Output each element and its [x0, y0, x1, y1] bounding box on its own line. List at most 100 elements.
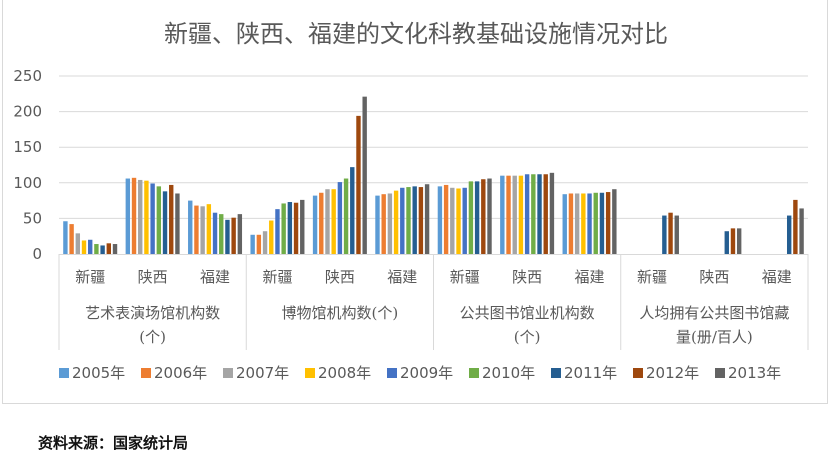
bars — [63, 96, 804, 254]
legend-swatch — [715, 368, 725, 378]
legend-swatch — [141, 368, 151, 378]
source-note: 资料来源：国家统计局 — [38, 434, 189, 452]
bar-2010年-新疆 — [468, 181, 474, 254]
bar-2011年-新疆 — [474, 181, 480, 254]
bar-2005年-陕西 — [125, 178, 131, 254]
bar-2007年-陕西 — [138, 179, 143, 254]
legend-item: 2012年 — [633, 364, 699, 382]
legend-label: 2007年 — [236, 364, 289, 382]
x-category-label: 陕西 — [699, 268, 729, 286]
bar-2010年-陕西 — [531, 174, 536, 254]
bar-2007年-陕西 — [512, 175, 517, 254]
legend-swatch — [59, 368, 69, 378]
legend-swatch — [387, 368, 397, 378]
bar-2011年-福建 — [786, 215, 792, 254]
bar-chart: 新疆、陕西、福建的文化科教基础设施情况对比 0 50 100 150 200 250 新疆… — [13, 20, 809, 382]
legend-label: 2008年 — [318, 364, 371, 382]
bar-2009年-福建 — [212, 212, 218, 254]
bar-2005年-福建 — [188, 200, 193, 254]
bar-2005年-福建 — [375, 195, 380, 254]
bar-2012年-福建 — [793, 199, 798, 254]
bar-2012年-陕西 — [169, 184, 174, 254]
legend-label: 2006年 — [154, 364, 207, 382]
y-tick-label: 0 — [32, 245, 42, 263]
bar-2008年-新疆 — [81, 240, 87, 254]
x-group-label: (个) — [139, 328, 166, 346]
x-category-label: 陕西 — [138, 268, 168, 286]
bar-2012年-陕西 — [730, 228, 736, 254]
x-category-label: 福建 — [387, 268, 417, 286]
bar-2008年-福建 — [581, 193, 586, 254]
bar-2007年-新疆 — [75, 233, 81, 254]
bar-2011年-福建 — [225, 219, 230, 254]
gridlines — [59, 75, 808, 219]
bar-2007年-陕西 — [325, 189, 330, 254]
bar-2013年-新疆 — [300, 199, 305, 254]
bar-2012年-新疆 — [106, 243, 112, 254]
bar-2008年-福建 — [393, 190, 399, 254]
bar-2007年-福建 — [387, 193, 393, 254]
bar-2013年-陕西 — [549, 172, 555, 254]
x-category-label: 新疆 — [75, 268, 105, 286]
legend-item: 2010年 — [469, 364, 535, 382]
bar-2011年-陕西 — [537, 174, 542, 254]
bar-2009年-福建 — [400, 187, 405, 254]
bar-2013年-福建 — [237, 214, 243, 254]
x-group-label: 量(册/百人) — [676, 328, 753, 346]
bar-2011年-新疆 — [100, 245, 105, 254]
legend-swatch — [551, 368, 561, 378]
legend-item: 2008年 — [305, 364, 371, 382]
bar-2013年-陕西 — [736, 228, 742, 254]
x-category-label: 新疆 — [262, 268, 292, 286]
bar-2011年-新疆 — [287, 202, 293, 254]
bar-2010年-新疆 — [94, 244, 99, 254]
bar-2013年-陕西 — [175, 193, 180, 254]
y-tick-label: 50 — [23, 209, 42, 227]
bar-2006年-新疆 — [256, 234, 262, 254]
bar-2008年-新疆 — [456, 188, 461, 254]
bar-2009年-福建 — [587, 193, 592, 254]
bar-2007年-福建 — [574, 193, 580, 254]
bar-2008年-福建 — [206, 204, 212, 254]
chart-title: 新疆、陕西、福建的文化科教基础设施情况对比 — [164, 20, 668, 48]
x-category-label: 陕西 — [512, 268, 542, 286]
bar-2012年-新疆 — [668, 212, 673, 254]
legend-item: 2011年 — [551, 364, 617, 382]
bar-2011年-陕西 — [162, 191, 168, 254]
bar-2009年-陕西 — [150, 183, 155, 254]
legend-item: 2006年 — [141, 364, 207, 382]
chart-container: 新疆、陕西、福建的文化科教基础设施情况对比 0 50 100 150 200 250 新疆… — [2, 0, 828, 404]
bar-2006年-新疆 — [443, 184, 449, 254]
bar-2013年-陕西 — [362, 96, 367, 254]
legend-item: 2007年 — [223, 364, 289, 382]
legend-swatch — [305, 368, 315, 378]
bar-2009年-新疆 — [462, 187, 467, 254]
bar-2009年-新疆 — [275, 209, 280, 254]
bar-2006年-陕西 — [319, 192, 324, 254]
x-category-label: 福建 — [575, 268, 605, 286]
bar-2012年-福建 — [605, 192, 611, 254]
x-category-label: 福建 — [762, 268, 792, 286]
legend: 2005年 2006年 2007年 2008年 2009年 2010年 2011年 2012年… — [59, 364, 781, 382]
legend-label: 2013年 — [728, 364, 781, 382]
bar-2010年-福建 — [219, 214, 224, 254]
x-category-label: 福建 — [200, 268, 230, 286]
bar-2006年-福建 — [194, 205, 199, 254]
bar-2005年-新疆 — [63, 221, 68, 254]
bar-2008年-陕西 — [331, 189, 336, 254]
bar-2013年-福建 — [799, 208, 804, 254]
bar-2010年-福建 — [406, 187, 411, 254]
y-tick-label: 150 — [13, 138, 42, 156]
bar-2006年-陕西 — [506, 175, 511, 254]
bar-2008年-陕西 — [144, 180, 149, 254]
y-tick-label: 250 — [13, 67, 42, 85]
bar-2010年-新疆 — [281, 203, 286, 254]
legend-swatch — [469, 368, 479, 378]
bar-2012年-新疆 — [293, 202, 299, 254]
bar-2010年-陕西 — [343, 178, 349, 254]
legend-item: 2005年 — [59, 364, 125, 382]
y-tick-label: 200 — [13, 103, 42, 121]
bar-2011年-福建 — [412, 186, 417, 254]
legend-label: 2005年 — [72, 364, 125, 382]
